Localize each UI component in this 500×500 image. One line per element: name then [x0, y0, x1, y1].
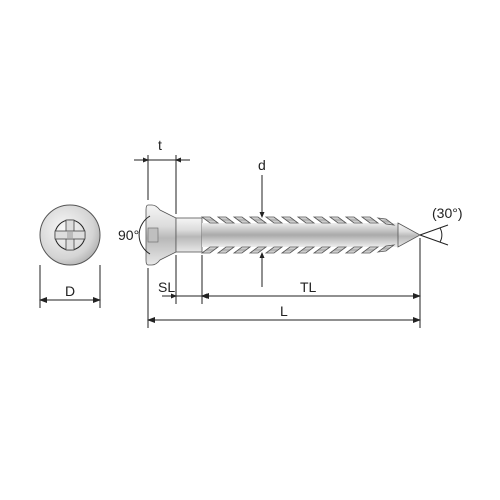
- label-TL: TL: [300, 279, 317, 295]
- front-view: D: [40, 205, 100, 308]
- label-tip-angle: (30°): [432, 205, 463, 221]
- threads: [202, 217, 420, 253]
- screw-diagram: D: [0, 0, 500, 500]
- label-SL: SL: [158, 279, 175, 295]
- label-L: L: [280, 303, 288, 319]
- side-view: t 90° d (30°) SL TL L: [118, 137, 463, 328]
- label-90deg: 90°: [118, 227, 139, 243]
- label-d: d: [258, 157, 266, 173]
- label-t: t: [158, 137, 162, 153]
- label-D: D: [65, 283, 75, 299]
